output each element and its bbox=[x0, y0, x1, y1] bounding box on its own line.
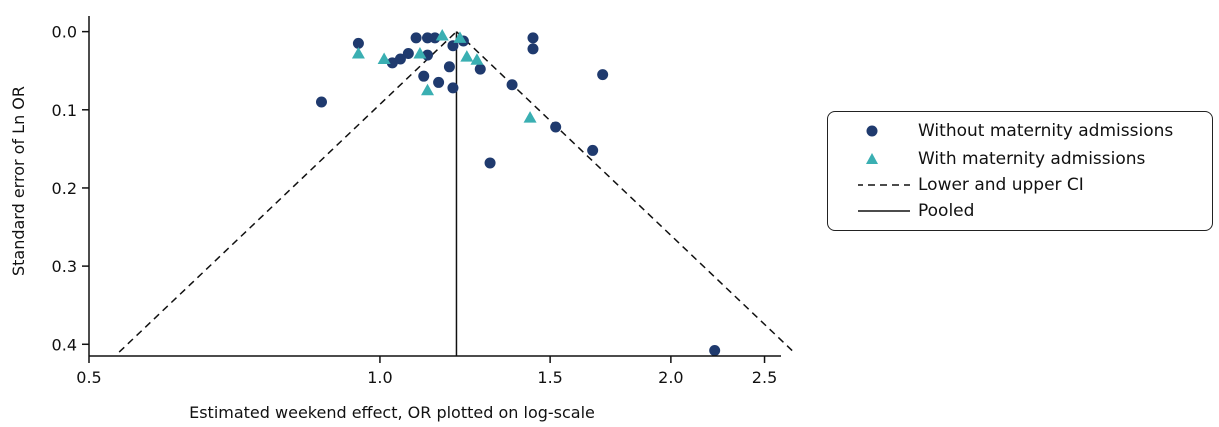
legend-label-ci: Lower and upper CI bbox=[918, 175, 1084, 195]
data-point-without-maternity bbox=[474, 63, 486, 75]
data-point-without-maternity bbox=[587, 144, 599, 156]
ci-upper-line bbox=[455, 31, 795, 353]
legend-circle-marker bbox=[866, 125, 878, 137]
data-point-without-maternity bbox=[447, 40, 459, 52]
x-tick-label: 2.0 bbox=[658, 368, 683, 387]
y-axis-title: Standard error of Ln OR bbox=[9, 86, 28, 276]
legend-label-pooled: Pooled bbox=[918, 201, 975, 221]
data-point-without-maternity bbox=[402, 48, 414, 60]
legend-label-with: With maternity admissions bbox=[918, 149, 1146, 169]
data-point-with-maternity bbox=[377, 52, 391, 64]
y-tick-label: 0.2 bbox=[52, 179, 77, 198]
data-point-with-maternity bbox=[435, 29, 449, 41]
x-tick-label: 1.5 bbox=[537, 368, 562, 387]
data-point-without-maternity bbox=[410, 32, 422, 44]
data-point-without-maternity bbox=[394, 53, 406, 65]
legend-solid-line-marker bbox=[858, 210, 910, 212]
data-point-without-maternity bbox=[506, 79, 518, 91]
data-point-without-maternity bbox=[709, 345, 721, 357]
legend-item-ci: Lower and upper CI bbox=[828, 174, 1212, 196]
data-point-with-maternity bbox=[421, 83, 435, 96]
x-axis-title: Estimated weekend effect, OR plotted on … bbox=[189, 403, 595, 422]
legend-item-without: Without maternity admissions bbox=[828, 120, 1212, 142]
legend-item-with: With maternity admissions bbox=[828, 148, 1212, 170]
data-point-without-maternity bbox=[429, 32, 441, 44]
y-tick-label: 0.3 bbox=[52, 257, 77, 276]
data-point-with-maternity bbox=[351, 47, 365, 59]
y-tick-label: 0.4 bbox=[52, 335, 77, 354]
x-tick-label: 1.0 bbox=[367, 368, 392, 387]
y-tick-label: 0.0 bbox=[52, 23, 77, 42]
x-tick-label: 2.5 bbox=[752, 368, 777, 387]
legend-dashed-line-marker bbox=[858, 184, 910, 186]
legend-circle bbox=[866, 125, 878, 137]
data-point-without-maternity bbox=[447, 82, 459, 94]
legend-item-pooled: Pooled bbox=[828, 200, 1212, 222]
data-point-without-maternity bbox=[550, 121, 562, 133]
data-point-with-maternity bbox=[460, 50, 474, 62]
data-point-with-maternity bbox=[470, 53, 484, 65]
data-point-with-maternity bbox=[523, 111, 537, 123]
ci-lower-line bbox=[118, 31, 457, 353]
x-tick-label: 0.5 bbox=[76, 368, 101, 387]
y-tick-label: 0.1 bbox=[52, 101, 77, 120]
data-point-without-maternity bbox=[352, 37, 364, 49]
data-point-without-maternity bbox=[315, 96, 327, 108]
data-point-without-maternity bbox=[418, 70, 430, 82]
data-point-with-maternity bbox=[453, 31, 467, 43]
data-point-without-maternity bbox=[433, 76, 445, 88]
legend-label-without: Without maternity admissions bbox=[918, 121, 1174, 141]
legend: Without maternity admissions With matern… bbox=[827, 111, 1213, 231]
data-point-without-maternity bbox=[527, 43, 539, 55]
data-point-without-maternity bbox=[597, 69, 609, 81]
data-point-with-maternity bbox=[413, 47, 427, 59]
legend-triangle-marker bbox=[866, 153, 878, 164]
data-point-without-maternity bbox=[443, 61, 455, 73]
data-point-without-maternity bbox=[527, 32, 539, 44]
legend-triangle bbox=[866, 153, 878, 164]
data-point-without-maternity bbox=[484, 157, 496, 169]
